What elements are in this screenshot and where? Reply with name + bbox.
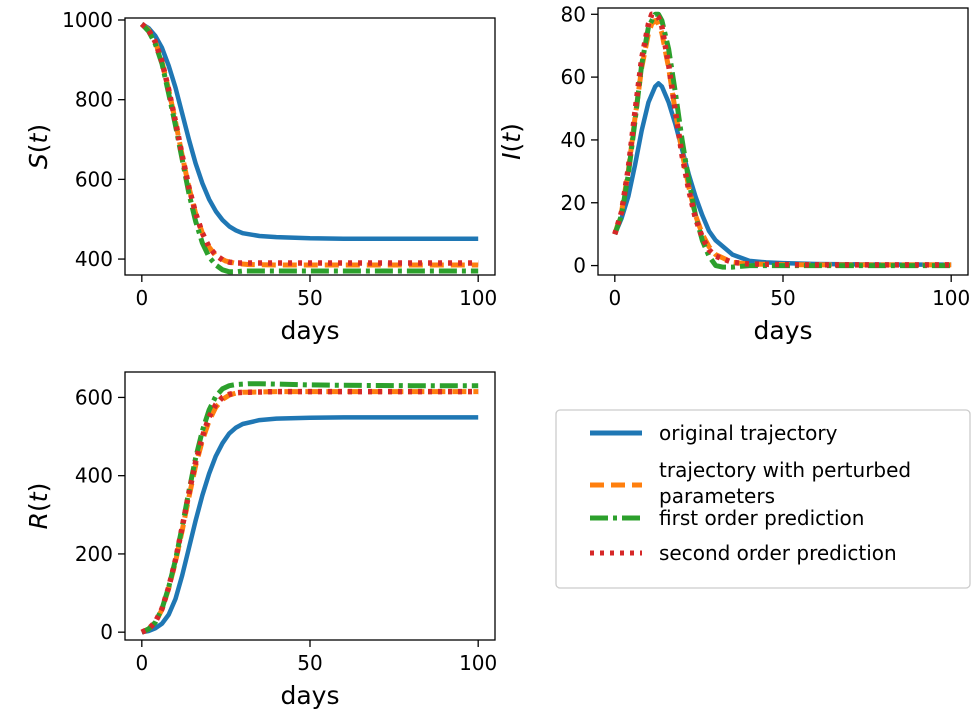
axes-frame (124, 371, 496, 641)
x-tick-label: 50 (297, 286, 322, 310)
x-tick-label: 0 (135, 286, 148, 310)
panel-s-of-t: 0 50 100 400 600 800 1000 days S(t) (24, 8, 497, 345)
y-tick-label: 80 (561, 2, 586, 26)
series-line-original-trajectory (141, 415, 479, 635)
y-axis-label: S(t) (24, 124, 53, 169)
legend-entry: original trajectory (590, 421, 838, 445)
x-axis-label: days (280, 316, 339, 345)
x-tick-label: 0 (608, 286, 621, 310)
series-line-trajectory-with-perturbed-parameters (140, 389, 479, 635)
y-tick-label: 600 (75, 385, 113, 409)
series-line-first-order-prediction (140, 381, 479, 635)
y-tick-label: 1000 (62, 8, 113, 32)
series-line-second-order-prediction (139, 21, 479, 266)
y-tick-label: 200 (75, 542, 113, 566)
y-tick-label: 20 (561, 191, 586, 215)
y-tick-label: 0 (573, 254, 586, 278)
series-line-original-trajectory (612, 81, 952, 267)
legend: original trajectory trajectory with pertu… (555, 409, 971, 589)
x-tick-label: 100 (459, 286, 497, 310)
legend-frame (555, 409, 971, 589)
plot-area (612, 11, 952, 270)
legend-label: parameters (659, 484, 775, 508)
y-tick-label: 600 (75, 167, 113, 191)
x-tick-label: 100 (459, 651, 497, 675)
x-tick-label: 50 (770, 286, 795, 310)
series-line-second-order-prediction (612, 11, 952, 268)
legend-label: original trajectory (659, 421, 838, 445)
x-axis-label: days (280, 681, 339, 710)
legend-label: second order prediction (659, 541, 897, 565)
x-tick-label: 50 (297, 651, 322, 675)
y-tick-label: 800 (75, 88, 113, 112)
y-tick-label: 400 (75, 247, 113, 271)
panel-i-of-t: 0 50 100 0 20 40 60 80 days I(t) (497, 2, 970, 345)
y-tick-label: 400 (75, 464, 113, 488)
legend-entry: second order prediction (590, 541, 897, 565)
plot-area (140, 381, 479, 635)
plot-area (139, 21, 479, 275)
panel-r-of-t: 0 50 100 0 200 400 600 days R(t) (24, 371, 497, 710)
y-tick-label: 60 (561, 65, 586, 89)
legend-entry: first order prediction (590, 506, 864, 530)
axes-frame (597, 7, 969, 276)
y-tick-label: 40 (561, 128, 586, 152)
legend-label: first order prediction (659, 506, 864, 530)
series-line-second-order-prediction (140, 388, 479, 635)
series-line-first-order-prediction (139, 22, 479, 275)
x-tick-label: 100 (932, 286, 970, 310)
x-axis-label: days (753, 316, 812, 345)
y-axis-label: R(t) (24, 483, 53, 530)
legend-label: trajectory with perturbed (659, 458, 911, 482)
x-tick-label: 0 (135, 651, 148, 675)
y-axis-label: I(t) (497, 123, 526, 160)
y-tick-label: 0 (100, 620, 113, 644)
series-line-original-trajectory (140, 22, 479, 241)
